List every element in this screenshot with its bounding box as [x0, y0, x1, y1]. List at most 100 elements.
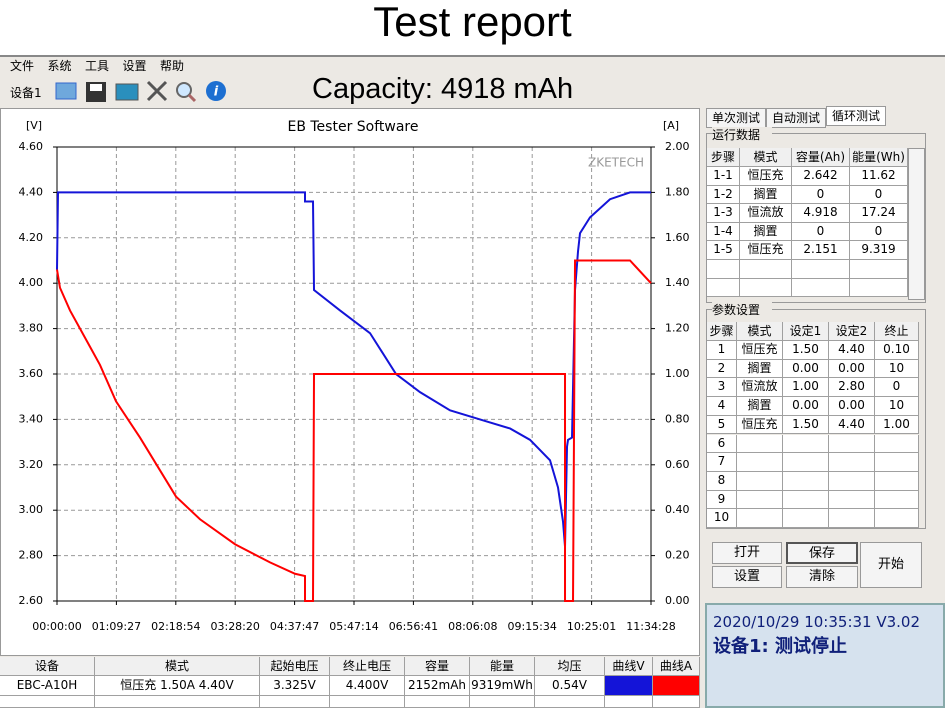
params-cell: 6 — [707, 434, 737, 454]
run-data-cell: 搁置 — [740, 222, 792, 242]
group-title: 运行数据 — [712, 127, 772, 143]
run-data-cell: 0 — [850, 185, 908, 205]
run-data-cell: 恒压充 — [740, 241, 792, 260]
params-cell: 3 — [707, 378, 737, 398]
y2-tick-label: 1.80 — [665, 185, 690, 198]
icon-search-handle — [187, 93, 197, 103]
y2-tick-label: 0.40 — [665, 503, 690, 516]
y-tick-label: 3.00 — [19, 503, 44, 516]
button[interactable]: 清除 — [786, 566, 858, 588]
params-cell: 2 — [707, 359, 737, 379]
params-cell: 4.40 — [829, 341, 875, 360]
run-data-header: 能量(Wh) — [850, 148, 908, 167]
params-header: 终止 — [875, 322, 919, 341]
icon-image[interactable] — [115, 83, 139, 101]
params-cell: 10 — [875, 397, 919, 416]
run-data-cell — [850, 260, 908, 279]
series-line — [56, 191, 651, 547]
x-tick-label: 02:18:54 — [151, 620, 200, 633]
button[interactable]: 开始 — [860, 542, 922, 588]
y2-tick-label: 0.60 — [665, 458, 690, 471]
params-cell: 0.00 — [783, 359, 829, 379]
x-tick-label: 05:47:14 — [329, 620, 378, 633]
params-cell — [737, 453, 783, 472]
run-data-cell — [792, 260, 850, 279]
y-tick-label: 2.80 — [19, 549, 44, 562]
y2-tick-label: 1.40 — [665, 276, 690, 289]
params-cell — [829, 434, 875, 454]
summary-header: 容量 — [405, 657, 470, 676]
y-tick-label: 3.60 — [19, 367, 44, 380]
menu-item[interactable]: 系统 — [47, 59, 72, 73]
y2-tick-label: 0.80 — [665, 412, 690, 425]
legend-swatch — [653, 676, 700, 696]
summary-empty — [0, 696, 95, 708]
button[interactable]: 保存 — [786, 542, 858, 564]
x-tick-label: 04:37:47 — [270, 620, 319, 633]
y2-tick-label: 2.00 — [665, 140, 690, 153]
params-cell: 1.00 — [875, 415, 919, 435]
run-data-cell: 4.918 — [792, 204, 850, 223]
toolbar-icons: i — [52, 78, 232, 106]
params-cell: 1 — [707, 341, 737, 360]
summary-empty — [260, 696, 330, 708]
menu-item[interactable]: 帮助 — [160, 59, 185, 73]
y2-tick-label: 1.60 — [665, 231, 690, 244]
run-data-cell: 11.62 — [850, 167, 908, 186]
run-data-cell: 恒流放 — [740, 204, 792, 223]
x-tick-label: 10:25:01 — [567, 620, 616, 633]
y-tick-label: 4.60 — [19, 140, 44, 153]
run-data-cell — [707, 278, 740, 298]
params-cell: 10 — [707, 509, 737, 528]
params-cell: 8 — [707, 471, 737, 491]
params-cell: 恒流放 — [737, 378, 783, 398]
params-cell — [737, 490, 783, 510]
tab[interactable]: 自动测试 — [766, 108, 826, 128]
params-cell — [829, 509, 875, 528]
button[interactable]: 打开 — [712, 542, 782, 564]
legend-swatch — [605, 676, 653, 696]
group-title: 参数设置 — [712, 302, 772, 318]
summary-empty — [470, 696, 535, 708]
run-data-header: 容量(Ah) — [792, 148, 850, 167]
params-cell: 7 — [707, 453, 737, 472]
params-cell: 4.40 — [829, 415, 875, 435]
tab[interactable]: 循环测试 — [826, 106, 886, 126]
x-tick-label: 01:09:27 — [92, 620, 141, 633]
params-cell: 9 — [707, 490, 737, 510]
y2-tick-label: 0.20 — [665, 549, 690, 562]
params-cell: 恒压充 — [737, 415, 783, 435]
summary-empty — [330, 696, 405, 708]
run-data-cell: 2.642 — [792, 167, 850, 186]
icon-open[interactable] — [55, 82, 77, 100]
icon-search[interactable] — [176, 82, 192, 98]
run-data-cell: 1-1 — [707, 167, 740, 186]
summary-header: 起始电压 — [260, 657, 330, 676]
menu-item[interactable]: 工具 — [85, 59, 110, 73]
params-cell — [829, 471, 875, 491]
run-data-cell — [792, 278, 850, 298]
params-cell: 搁置 — [737, 359, 783, 379]
icon-info[interactable] — [206, 81, 226, 101]
menu-item[interactable]: 设置 — [122, 59, 147, 73]
summary-cell: 3.325V — [260, 676, 330, 696]
summary-header: 能量 — [470, 657, 535, 676]
x-tick-label: 09:15:34 — [507, 620, 556, 633]
scrollbar — [908, 148, 925, 300]
tab[interactable]: 单次测试 — [706, 108, 766, 128]
params-cell — [783, 509, 829, 528]
summary-empty — [653, 696, 700, 708]
device-label: 设备1 — [10, 86, 42, 100]
menu-item[interactable]: 文件 — [10, 59, 35, 73]
status-state: 设备1: 测试停止 — [713, 636, 847, 656]
x-tick-label: 03:28:20 — [210, 620, 259, 633]
icons: i — [55, 80, 226, 103]
icon-tools[interactable] — [146, 80, 168, 102]
button[interactable]: 设置 — [712, 566, 782, 588]
y2-tick-label: 1.00 — [665, 367, 690, 380]
icon-save-label — [90, 84, 102, 91]
summary-header: 模式 — [95, 657, 260, 676]
run-data-cell: 1-2 — [707, 185, 740, 205]
y-tick-label: 4.40 — [19, 185, 44, 198]
